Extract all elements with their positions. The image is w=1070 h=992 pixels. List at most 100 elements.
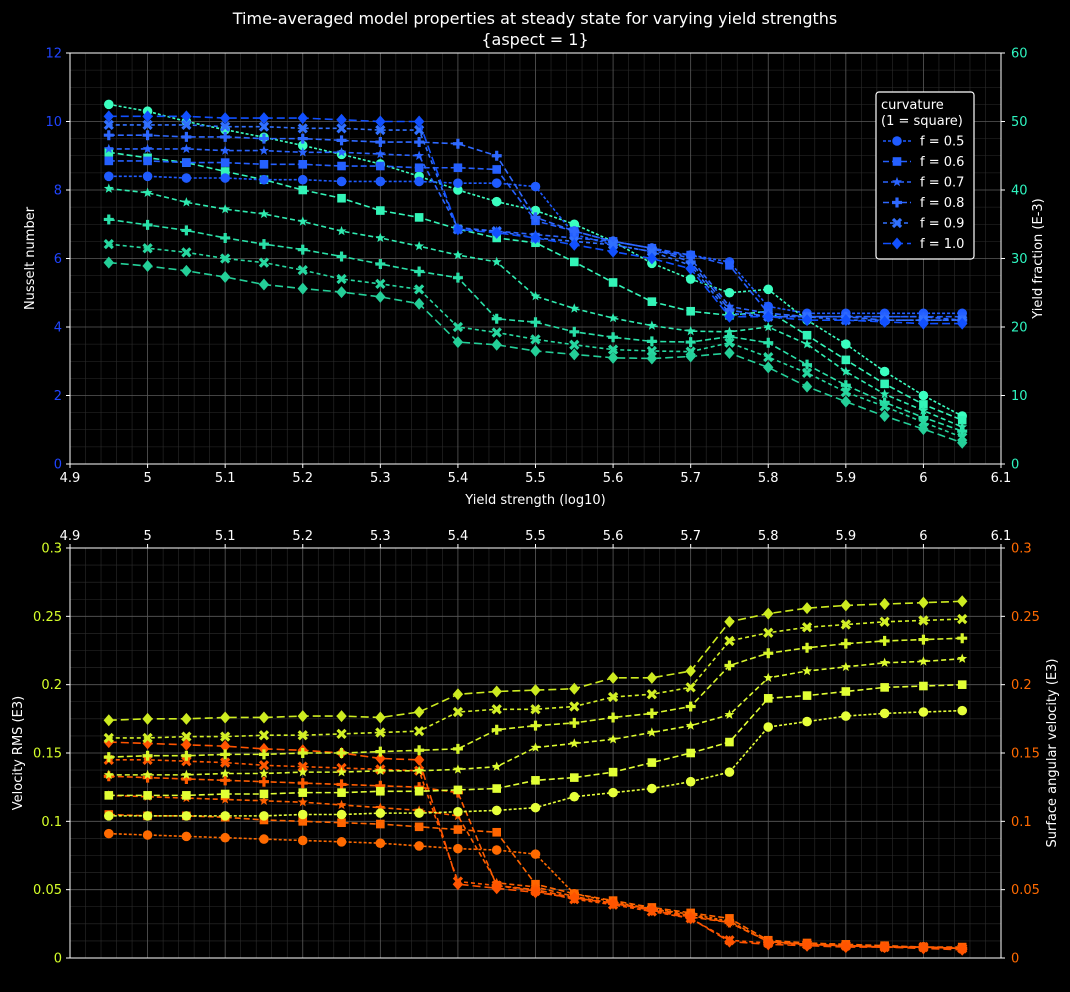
- yield-fraction-point-f4-stroke-b: [530, 334, 541, 345]
- nusselt-point-f4: [646, 246, 658, 257]
- yield-fraction-point-f0: [453, 185, 463, 195]
- vrms-point-f3: [840, 638, 851, 649]
- vrms-point-f2: [763, 672, 774, 683]
- top-panel-nusselt-yield-fraction: 4.9 5 5.1 5.2 5.3 5.4 5.5 5.6 5.7 5.8 5.9 6 6.102468…: [23, 47, 1046, 509]
- yield-fraction-point-f4: [569, 339, 580, 350]
- x-tick-label: 5.7: [680, 529, 701, 544]
- nusselt-point-f4: [336, 123, 347, 134]
- vrms-point-f5: [452, 688, 464, 701]
- vrms-point-f5: [646, 671, 658, 684]
- yield-fraction-point-f0: [763, 284, 774, 295]
- vrms-point-f4-stroke-b: [607, 691, 619, 703]
- surface-velocity-point-f5: [957, 943, 968, 956]
- nusselt-point-f0: [530, 181, 541, 192]
- legend-swatch-marker: [892, 157, 902, 166]
- x-tick-label: 5.1: [215, 529, 236, 544]
- surface-velocity-point-f4: [258, 760, 270, 771]
- vrms-point-f0: [142, 811, 153, 821]
- vrms-point-f3: [103, 752, 114, 763]
- nusselt-point-f4: [181, 119, 192, 131]
- surface-velocity-point-f1: [453, 825, 463, 834]
- vrms-point-f2: [414, 765, 425, 775]
- vrms-point-f4-stroke-b: [413, 726, 425, 737]
- yield-fraction-point-f1: [957, 415, 967, 425]
- yield-fraction-point-f5: [840, 395, 852, 408]
- left-y-tick-label: 0: [54, 952, 62, 967]
- yield-fraction-point-f5: [918, 423, 929, 436]
- vrms-point-f5: [724, 615, 735, 628]
- vrms-point-f5: [607, 671, 619, 684]
- vrms-point-f5: [569, 682, 580, 695]
- nusselt-point-f5: [840, 314, 852, 327]
- yield-fraction-point-f2: [918, 405, 929, 415]
- vrms-point-f4: [491, 704, 502, 715]
- left-y-axis-label: Velocity RMS (E3): [11, 696, 26, 810]
- nusselt-point-f5: [801, 314, 813, 327]
- right-y-tick-label: 0: [1011, 952, 1019, 967]
- vrms-point-f2: [336, 766, 347, 777]
- yield-fraction-point-f3: [802, 359, 813, 370]
- nusselt-point-f5: [258, 112, 270, 125]
- vrms-point-f3: [646, 708, 657, 719]
- yield-fraction-point-f3: [336, 251, 347, 262]
- yield-fraction-point-f3: [181, 225, 192, 236]
- yield-fraction-point-f0: [918, 390, 929, 401]
- yield-fraction-point-f2: [259, 208, 269, 219]
- vrms-point-f4: [646, 689, 658, 700]
- vrms-point-f1: [880, 683, 889, 692]
- surface-velocity-point-f5: [530, 886, 541, 899]
- yield-fraction-point-f3: [103, 214, 114, 225]
- yield-fraction-point-f5: [297, 282, 308, 295]
- vrms-series-group: [103, 595, 968, 821]
- nusselt-point-f0: [220, 173, 230, 183]
- legend-entry-f4: f = 0.9: [883, 217, 964, 232]
- right-y-tick-label: 30: [1011, 252, 1028, 267]
- left-y-tick-label: 0.3: [41, 542, 62, 557]
- nusselt-point-f1: [453, 163, 463, 173]
- nusselt-point-f1: [143, 156, 152, 166]
- nusselt-point-f0: [491, 178, 502, 188]
- yield-fraction-point-f4-stroke-b: [607, 344, 619, 355]
- nusselt-point-f3: [452, 138, 463, 149]
- nusselt-point-f2: [181, 143, 192, 154]
- yield-fraction-point-f5: [491, 338, 502, 351]
- vrms-point-f5: [297, 710, 308, 723]
- vrms-point-f3: [763, 648, 774, 659]
- yield-fraction-point-f4-stroke-b: [491, 327, 502, 338]
- vrms-point-f4-stroke-b: [297, 730, 308, 741]
- bottom-panel-vrms-surface-velocity: 4.9 5 5.1 5.2 5.3 5.4 5.5 5.6 5.7 5.8 5.9 6 6.1 0 0.05…: [11, 529, 1060, 967]
- right-y-tick-label: 0.1: [1011, 815, 1032, 830]
- nusselt-point-f3: [220, 131, 231, 142]
- surface-velocity-point-f5: [491, 882, 502, 895]
- right-y-axis-label: Surface angular velocity (E3): [1045, 659, 1060, 848]
- legend-subtitle: (1 = square): [881, 114, 963, 129]
- x-tick-label: 5.6: [603, 529, 624, 544]
- vrms-point-f3: [375, 746, 386, 757]
- nusselt-point-f2: [259, 145, 269, 155]
- vrms-point-f2: [375, 765, 386, 775]
- nusselt-point-f4: [607, 239, 619, 250]
- yield-fraction-point-f2: [142, 187, 153, 197]
- vrms-point-f5: [763, 607, 774, 620]
- vrms-point-f4: [452, 706, 464, 718]
- vrms-point-f2: [685, 720, 696, 730]
- vrms-point-f2: [491, 761, 502, 771]
- yield-fraction-point-f4: [879, 401, 890, 412]
- nusselt-point-f0: [181, 173, 192, 183]
- legend-entry-f5: f = 1.0: [883, 237, 964, 252]
- surface-velocity-point-f5: [569, 891, 580, 904]
- nusselt-point-f5: [181, 110, 192, 123]
- legend-swatch-marker: [891, 217, 903, 229]
- vrms-point-f0: [530, 802, 541, 813]
- surface-velocity-point-f5: [607, 897, 619, 910]
- yield-fraction-point-f1: [686, 306, 695, 316]
- yield-fraction-point-f4-stroke-b: [724, 337, 735, 348]
- yield-fraction-point-f3: [530, 317, 541, 328]
- grid: [69, 52, 1002, 465]
- x-tick-label: 5.4: [448, 529, 469, 544]
- vrms-point-f2: [530, 742, 541, 752]
- nusselt-point-f3: [569, 226, 580, 237]
- yield-fraction-point-f4: [258, 257, 270, 268]
- vrms-point-f2: [879, 657, 890, 668]
- yield-fraction-point-f2: [646, 320, 657, 330]
